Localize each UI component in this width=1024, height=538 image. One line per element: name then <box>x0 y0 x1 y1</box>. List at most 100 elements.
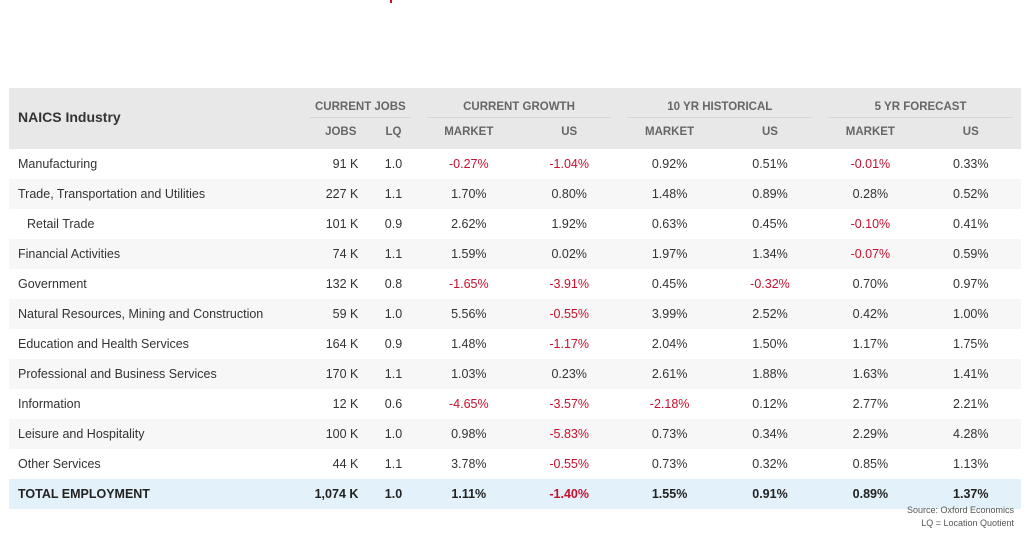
cg-us-cell: -3.91% <box>549 277 589 291</box>
source-text: Source: Oxford Economics <box>906 505 1014 515</box>
table-row: Government 132 K 0.8 -1.65% -3.91% 0.45% -0.32… <box>9 269 1021 299</box>
group-5yr-forecast: 5 YR FORECAST <box>820 88 1021 121</box>
cg-market-cell: 1.03% <box>418 359 519 389</box>
fc-market-cell: 0.28% <box>820 179 921 209</box>
jobs-cell: 132 K <box>325 277 359 291</box>
hist-us-cell: 0.34% <box>719 419 821 449</box>
hist-market-cell: 1.97% <box>619 239 720 269</box>
jobs-cell: 170 K <box>302 359 369 389</box>
fc-market-cell: -0.07% <box>820 239 921 269</box>
lq-cell: 0.9 <box>384 217 403 231</box>
jobs-cell: 1,074 K <box>302 479 369 509</box>
jobs-cell: 91 K <box>332 157 359 171</box>
hist-us-cell: 0.45% <box>752 217 788 231</box>
hist-us-cell: 1.88% <box>719 359 821 389</box>
lq-cell: 1.0 <box>368 419 419 449</box>
jobs-cell: 44 K <box>332 457 359 471</box>
industry-name: Trade, Transportation and Utilities <box>9 179 303 209</box>
jobs-cell: 101 K <box>325 217 359 231</box>
cg-us-cell: 0.80% <box>518 179 620 209</box>
fc-us-cell: 0.33% <box>953 157 989 171</box>
industry-name: Natural Resources, Mining and Constructi… <box>9 299 303 329</box>
jobs-cell: 164 K <box>325 337 359 351</box>
industry-name: Retail Trade <box>27 217 95 231</box>
table-row: Natural Resources, Mining and Constructi… <box>9 299 1021 329</box>
cg-us-cell: -1.04% <box>549 157 589 171</box>
table-body: Manufacturing 91 K 1.0 -0.27% -1.04% 0.92% 0.5… <box>9 149 1021 509</box>
fc-us-cell: 1.13% <box>953 457 989 471</box>
industry-header: NAICS Industry <box>18 109 121 125</box>
cg-us-cell: -0.55% <box>518 299 620 329</box>
cg-us-cell: 1.92% <box>551 217 587 231</box>
table-row: Trade, Transportation and Utilities 227 K… <box>9 179 1021 209</box>
hist-us-cell: 1.34% <box>719 239 821 269</box>
cg-market-cell: 1.48% <box>451 337 487 351</box>
cg-us-cell: -0.55% <box>549 457 589 471</box>
hist-us-cell: 0.32% <box>752 457 788 471</box>
cg-us-cell: 0.02% <box>518 239 620 269</box>
subheader-fc-us: US <box>962 126 979 138</box>
cg-market-cell: 3.78% <box>451 457 487 471</box>
table-row: Retail Trade 101 K 0.9 2.62% 1.92% 0.63% 0.45%… <box>9 209 1021 239</box>
cg-market-cell: -1.65% <box>448 277 489 291</box>
hist-market-cell: -2.18% <box>649 397 690 411</box>
fc-market-cell: 2.77% <box>852 397 889 411</box>
lq-cell: 0.6 <box>384 397 403 411</box>
lq-cell: 0.9 <box>384 337 403 351</box>
fc-market-cell: 1.63% <box>820 359 921 389</box>
table-row: Professional and Business Services 170 K 1… <box>9 359 1021 389</box>
hist-market-cell: 3.99% <box>619 299 720 329</box>
fc-us-cell: 0.41% <box>953 217 989 231</box>
industry-name: Professional and Business Services <box>9 359 303 389</box>
subheader-hist-market: MARKET <box>644 126 695 138</box>
industry-name: Leisure and Hospitality <box>9 419 303 449</box>
lq-cell: 0.8 <box>384 277 403 291</box>
top-red-mark <box>390 0 392 3</box>
fc-market-cell: 0.70% <box>852 277 889 291</box>
fc-us-cell: 1.00% <box>920 299 1021 329</box>
industry-name: Government <box>18 277 87 291</box>
hist-market-cell: 0.63% <box>651 217 688 231</box>
subheader-jobs: JOBS <box>325 126 357 138</box>
hist-market-cell: 2.04% <box>651 337 688 351</box>
hist-market-cell: 1.48% <box>619 179 720 209</box>
hist-market-cell: 0.92% <box>651 157 688 171</box>
industry-name: Other Services <box>18 457 101 471</box>
table-row: Leisure and Hospitality 100 K 1.0 0.98% -5.8… <box>9 419 1021 449</box>
cg-market-cell: 5.56% <box>418 299 519 329</box>
hist-us-cell: 0.51% <box>752 157 788 171</box>
cg-market-cell: 1.59% <box>418 239 519 269</box>
industry-name: Information <box>18 397 81 411</box>
group-10yr-historical: 10 YR HISTORICAL <box>619 88 820 121</box>
fc-market-cell: 0.85% <box>852 457 889 471</box>
jobs-cell: 59 K <box>302 299 369 329</box>
hist-us-cell: 0.91% <box>719 479 821 509</box>
lq-cell: 1.0 <box>384 157 403 171</box>
group-current-jobs: CURRENT JOBS <box>302 88 418 121</box>
lq-cell: 1.1 <box>368 179 419 209</box>
fc-us-cell: 1.75% <box>953 337 989 351</box>
hist-us-cell: 2.52% <box>719 299 821 329</box>
jobs-cell: 12 K <box>332 397 359 411</box>
hist-us-cell: 0.89% <box>719 179 821 209</box>
lq-note: LQ = Location Quotient <box>921 518 1014 528</box>
hist-us-cell: 1.50% <box>752 337 788 351</box>
lq-cell: 1.0 <box>368 299 419 329</box>
fc-market-cell: -0.10% <box>850 217 891 231</box>
cg-market-cell: 0.98% <box>418 419 519 449</box>
subheader-cg-market: MARKET <box>444 126 494 138</box>
cg-market-cell: -0.27% <box>448 157 489 171</box>
jobs-cell: 74 K <box>302 239 369 269</box>
hist-us-cell: 0.12% <box>752 397 788 411</box>
fc-market-cell: 0.42% <box>820 299 921 329</box>
total-row: TOTAL EMPLOYMENT 1,074 K 1.0 1.11% -1.40% 1.5… <box>9 479 1021 509</box>
cg-us-cell: 0.23% <box>518 359 620 389</box>
source-note: Source: Oxford Economics LQ = Location Q… <box>907 504 1014 530</box>
fc-us-cell: 1.41% <box>920 359 1021 389</box>
cg-market-cell: 1.70% <box>418 179 519 209</box>
subheader-cg-us: US <box>561 126 578 138</box>
subheader-lq: LQ <box>385 126 402 138</box>
fc-us-cell: 0.97% <box>953 277 989 291</box>
fc-us-cell: 1.37% <box>920 479 1021 509</box>
group-header-row: NAICS Industry CURRENT JOBS CURRENT GROW… <box>9 88 1021 125</box>
